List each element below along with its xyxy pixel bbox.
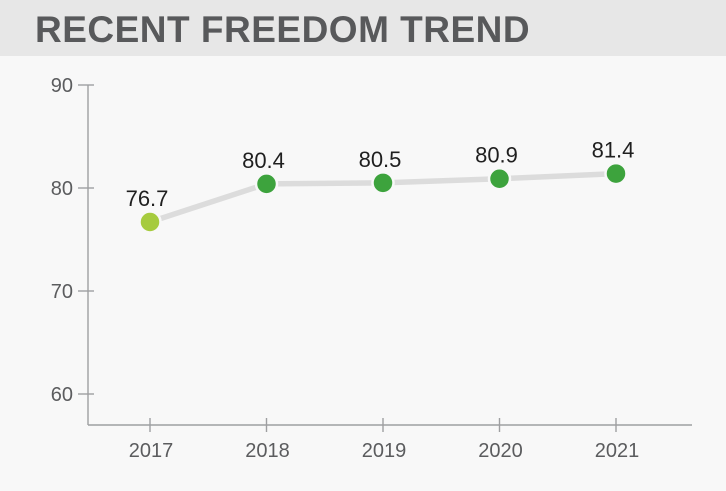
data-point-2017 — [138, 210, 162, 234]
x-tick-label-2018: 2018 — [245, 440, 290, 462]
data-label-2021: 81.4 — [592, 138, 635, 163]
data-label-2019: 80.5 — [359, 147, 402, 172]
y-tick-label-60: 60 — [51, 384, 73, 406]
y-tick-label-70: 70 — [51, 281, 73, 303]
trend-line-chart: 90 80 70 60 2017 2018 2019 2020 2021 76.7 80.4 80.5… — [51, 75, 692, 462]
y-tick-label-90: 90 — [51, 75, 73, 97]
data-point-2020 — [487, 166, 512, 191]
data-point-2018 — [254, 172, 279, 196]
x-tick-label-2019: 2019 — [362, 440, 407, 462]
data-label-2020: 80.9 — [475, 143, 518, 168]
data-label-2017: 76.7 — [126, 186, 169, 211]
x-tick-label-2021: 2021 — [595, 440, 640, 462]
title-banner: RECENT FREEDOM TREND — [0, 0, 726, 56]
x-tick-label-2020: 2020 — [478, 440, 523, 462]
data-point-2019 — [371, 171, 395, 195]
chart-title: RECENT FREEDOM TREND — [35, 8, 531, 50]
data-label-2018: 80.4 — [242, 148, 285, 173]
data-point-2021 — [604, 161, 628, 186]
chart-area: 90 80 70 60 2017 2018 2019 2020 2021 76.7 80.4 80.5… — [0, 56, 726, 486]
y-tick-label-80: 80 — [51, 178, 73, 200]
x-tick-label-2017: 2017 — [129, 440, 174, 462]
